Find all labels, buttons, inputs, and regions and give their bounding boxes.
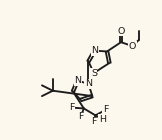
Text: N: N	[85, 79, 92, 88]
Text: O: O	[129, 42, 136, 51]
Text: S: S	[91, 68, 97, 78]
Text: F: F	[69, 103, 75, 112]
Text: F: F	[78, 112, 83, 121]
Text: F: F	[91, 117, 97, 126]
Text: O: O	[117, 27, 125, 36]
Text: F: F	[103, 105, 108, 115]
Text: H: H	[99, 115, 106, 124]
Text: N: N	[91, 46, 98, 55]
Text: N: N	[74, 76, 81, 85]
